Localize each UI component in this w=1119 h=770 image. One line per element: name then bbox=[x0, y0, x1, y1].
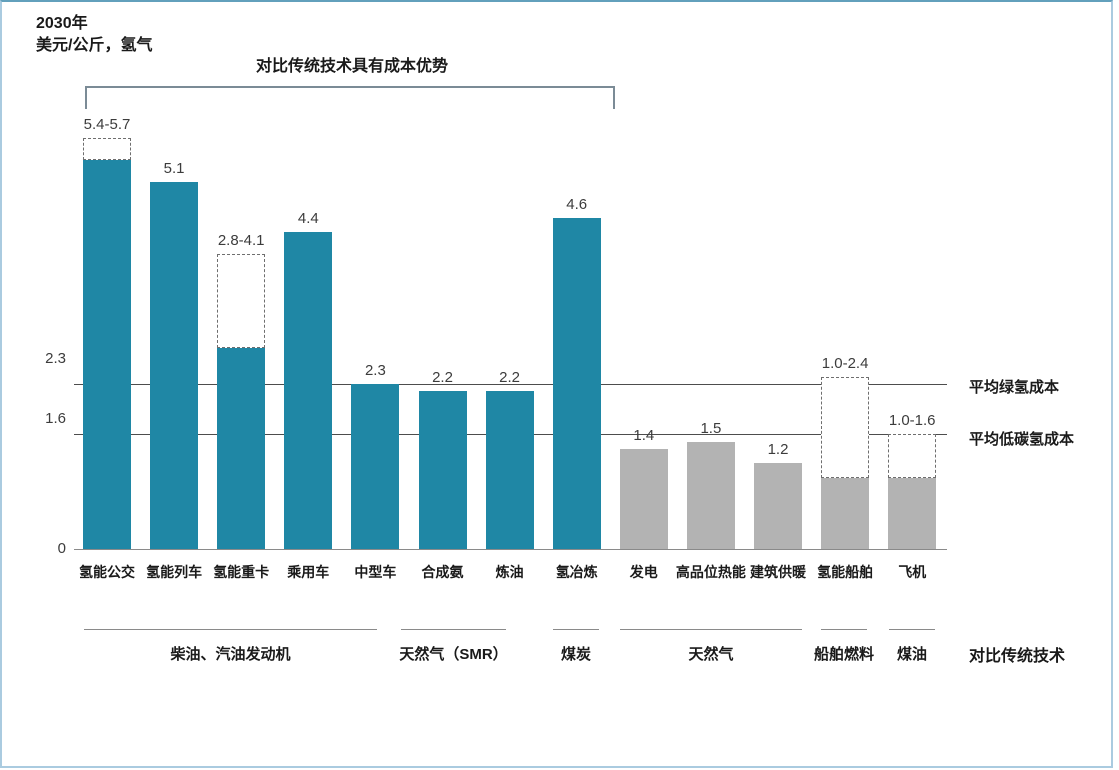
comparison-axis-label: 对比传统技术 bbox=[968, 648, 1065, 665]
bar-飞机 bbox=[888, 478, 937, 550]
bar-高品位热能 bbox=[686, 442, 735, 550]
group-line-天然气（SMR） bbox=[401, 629, 506, 630]
value-label-氢能船舶: 1.0-2.4 bbox=[821, 355, 869, 372]
y-tick-0: 0 bbox=[57, 540, 66, 557]
bar-氢能船舶 bbox=[821, 478, 870, 550]
bar-乘用车 bbox=[284, 232, 333, 550]
range-box-氢能公交 bbox=[83, 138, 131, 160]
bar-炼油 bbox=[485, 391, 534, 550]
range-box-氢能重卡 bbox=[217, 254, 266, 348]
category-label-氢能船舶: 氢能船舶 bbox=[817, 564, 874, 580]
value-label-氢能重卡: 2.8-4.1 bbox=[217, 232, 265, 249]
value-label-飞机: 1.0-1.6 bbox=[888, 412, 936, 429]
value-label-高品位热能: 1.5 bbox=[700, 420, 722, 437]
bar-合成氨 bbox=[418, 391, 467, 550]
group-line-天然气 bbox=[620, 629, 802, 630]
value-label-氢能公交: 5.4-5.7 bbox=[83, 116, 131, 133]
y-tick-1-6: 1.6 bbox=[45, 410, 66, 427]
category-label-发电: 发电 bbox=[629, 564, 658, 580]
value-label-氢冶炼: 4.6 bbox=[566, 196, 588, 213]
value-label-合成氨: 2.2 bbox=[432, 369, 453, 386]
bar-发电 bbox=[619, 449, 668, 550]
category-label-氢能列车: 氢能列车 bbox=[146, 564, 203, 580]
x-axis-baseline bbox=[74, 549, 947, 550]
y-tick-2-3: 2.3 bbox=[45, 350, 66, 367]
cost-advantage-bracket bbox=[85, 86, 615, 109]
group-label-柴油、汽油发动机: 柴油、汽油发动机 bbox=[170, 646, 291, 663]
chart-title-year: 2030年 bbox=[36, 15, 88, 32]
category-label-建筑供暖: 建筑供暖 bbox=[750, 564, 806, 580]
group-label-煤油: 煤油 bbox=[896, 646, 927, 663]
group-line-煤油 bbox=[889, 629, 935, 630]
range-box-氢能船舶 bbox=[821, 377, 870, 478]
green-hydrogen-cost-line bbox=[74, 384, 947, 385]
group-label-煤炭: 煤炭 bbox=[560, 646, 591, 663]
category-label-氢能公交: 氢能公交 bbox=[79, 564, 135, 580]
range-box-飞机 bbox=[888, 434, 937, 478]
cost-advantage-annotation: 对比传统技术具有成本优势 bbox=[255, 58, 448, 75]
group-label-天然气（SMR）: 天然气（SMR） bbox=[399, 646, 508, 663]
group-line-柴油、汽油发动机 bbox=[84, 629, 377, 630]
bar-氢能列车 bbox=[150, 182, 199, 550]
group-line-船舶燃料 bbox=[821, 629, 867, 630]
value-label-炼油: 2.2 bbox=[499, 369, 521, 386]
category-label-高品位热能: 高品位热能 bbox=[675, 564, 746, 580]
value-label-乘用车: 4.4 bbox=[297, 210, 319, 227]
chart-unit-label: 美元/公斤，氢气 bbox=[36, 37, 153, 54]
value-label-中型车: 2.3 bbox=[364, 362, 386, 379]
category-label-氢能重卡: 氢能重卡 bbox=[213, 564, 270, 580]
value-label-建筑供暖: 1.2 bbox=[767, 441, 789, 458]
category-label-乘用车: 乘用车 bbox=[287, 564, 330, 580]
lowcarbon-hydrogen-cost-label: 平均低碳氢成本 bbox=[969, 431, 1075, 448]
category-label-合成氨: 合成氨 bbox=[421, 564, 464, 580]
bar-氢冶炼 bbox=[552, 218, 601, 550]
bar-建筑供暖 bbox=[754, 463, 802, 550]
value-label-发电: 1.4 bbox=[633, 427, 655, 444]
green-hydrogen-cost-label: 平均绿氢成本 bbox=[969, 379, 1060, 396]
bar-中型车 bbox=[351, 384, 400, 550]
bar-氢能公交 bbox=[83, 160, 131, 550]
bar-氢能重卡 bbox=[217, 348, 266, 550]
category-label-氢冶炼: 氢冶炼 bbox=[555, 564, 598, 580]
category-label-中型车: 中型车 bbox=[354, 564, 397, 580]
value-label-氢能列车: 5.1 bbox=[163, 160, 185, 177]
group-label-船舶燃料: 船舶燃料 bbox=[813, 646, 874, 663]
category-label-炼油: 炼油 bbox=[495, 564, 524, 580]
group-label-天然气: 天然气 bbox=[688, 646, 734, 663]
group-line-煤炭 bbox=[553, 629, 599, 630]
category-label-飞机: 飞机 bbox=[898, 564, 927, 580]
